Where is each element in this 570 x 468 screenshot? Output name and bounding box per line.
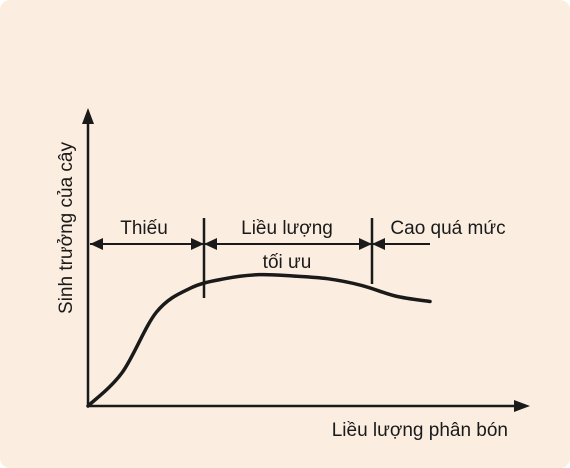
zone-arrow-optimal-end <box>359 238 372 250</box>
zone-label-optimal-line2: tối ưu <box>263 252 312 273</box>
growth-curve <box>86 272 432 408</box>
x-axis-arrow <box>514 400 530 412</box>
zone-label-deficient: Thiếu <box>120 218 168 239</box>
x-axis-title: Liều lượng phân bón <box>332 420 508 441</box>
y-axis-arrow <box>82 108 94 124</box>
zone-arrow-excess-start <box>372 238 385 250</box>
zone-label-excess: Cao quá mức <box>390 218 505 239</box>
y-axis-title: Sinh trưởng của cây <box>56 142 77 314</box>
zone-arrow-left-start <box>90 238 103 250</box>
zone-arrow-optimal-start <box>204 238 217 250</box>
zone-arrow-deficient-end <box>191 238 204 250</box>
zone-label-optimal-line1: Liều lượng <box>241 218 333 239</box>
